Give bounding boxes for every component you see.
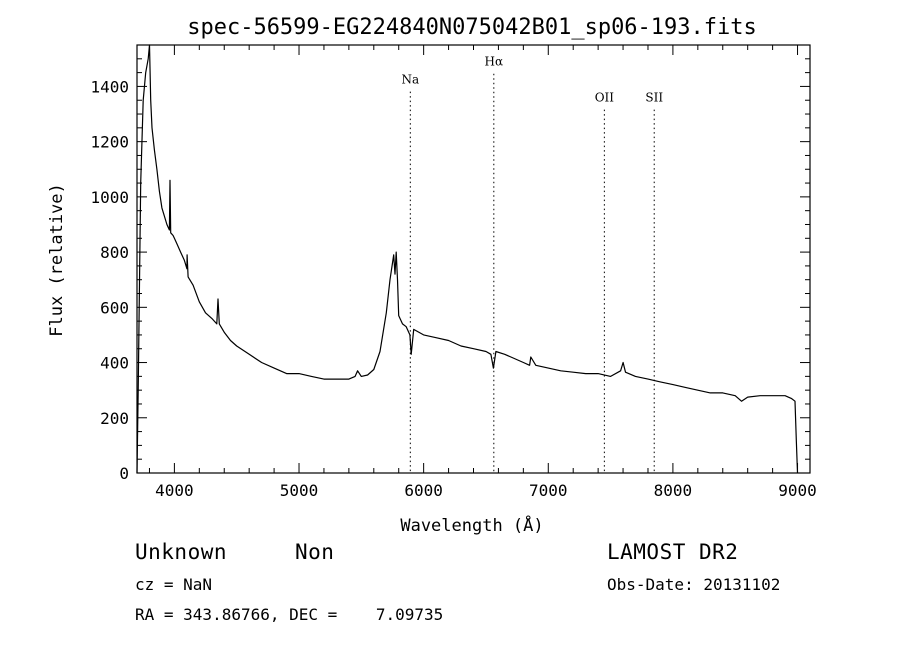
obs-date: Obs-Date: 20131102 xyxy=(607,575,781,594)
spectral-line-label: Na xyxy=(401,73,419,87)
y-tick-label: 0 xyxy=(119,464,129,483)
y-tick-label: 200 xyxy=(100,409,129,428)
x-tick-label: 4000 xyxy=(155,481,194,500)
spectral-line-label: OII xyxy=(595,91,615,105)
spectral-line-label: SII xyxy=(645,91,663,105)
y-tick-label: 400 xyxy=(100,354,129,373)
y-tick-label: 800 xyxy=(100,243,129,262)
y-tick-label: 1000 xyxy=(90,188,129,207)
x-tick-label: 8000 xyxy=(654,481,693,500)
y-axis-label: Flux (relative) xyxy=(47,183,67,337)
x-axis-label: Wavelength (Å) xyxy=(400,514,543,536)
plot-frame xyxy=(136,44,811,474)
y-tick-label: 600 xyxy=(100,298,129,317)
cz-value: cz = NaN xyxy=(135,575,213,594)
spectral-line-label: Hα xyxy=(485,55,504,69)
x-tick-label: 6000 xyxy=(404,481,443,500)
survey-name: LAMOST DR2 xyxy=(607,540,739,564)
coordinates: RA = 343.86766, DEC = 7.09735 xyxy=(135,605,444,624)
x-tick-label: 5000 xyxy=(280,481,319,500)
y-tick-label: 1400 xyxy=(90,77,129,96)
x-tick-label: 7000 xyxy=(529,481,568,500)
spectrum-series-line xyxy=(136,44,799,474)
object-subtype: Non xyxy=(295,540,335,564)
chart-title: spec-56599-EG224840N075042B01_sp06-193.f… xyxy=(187,15,757,40)
object-type: Unknown xyxy=(135,540,228,564)
y-tick-label: 1200 xyxy=(90,133,129,152)
x-tick-label: 9000 xyxy=(778,481,817,500)
